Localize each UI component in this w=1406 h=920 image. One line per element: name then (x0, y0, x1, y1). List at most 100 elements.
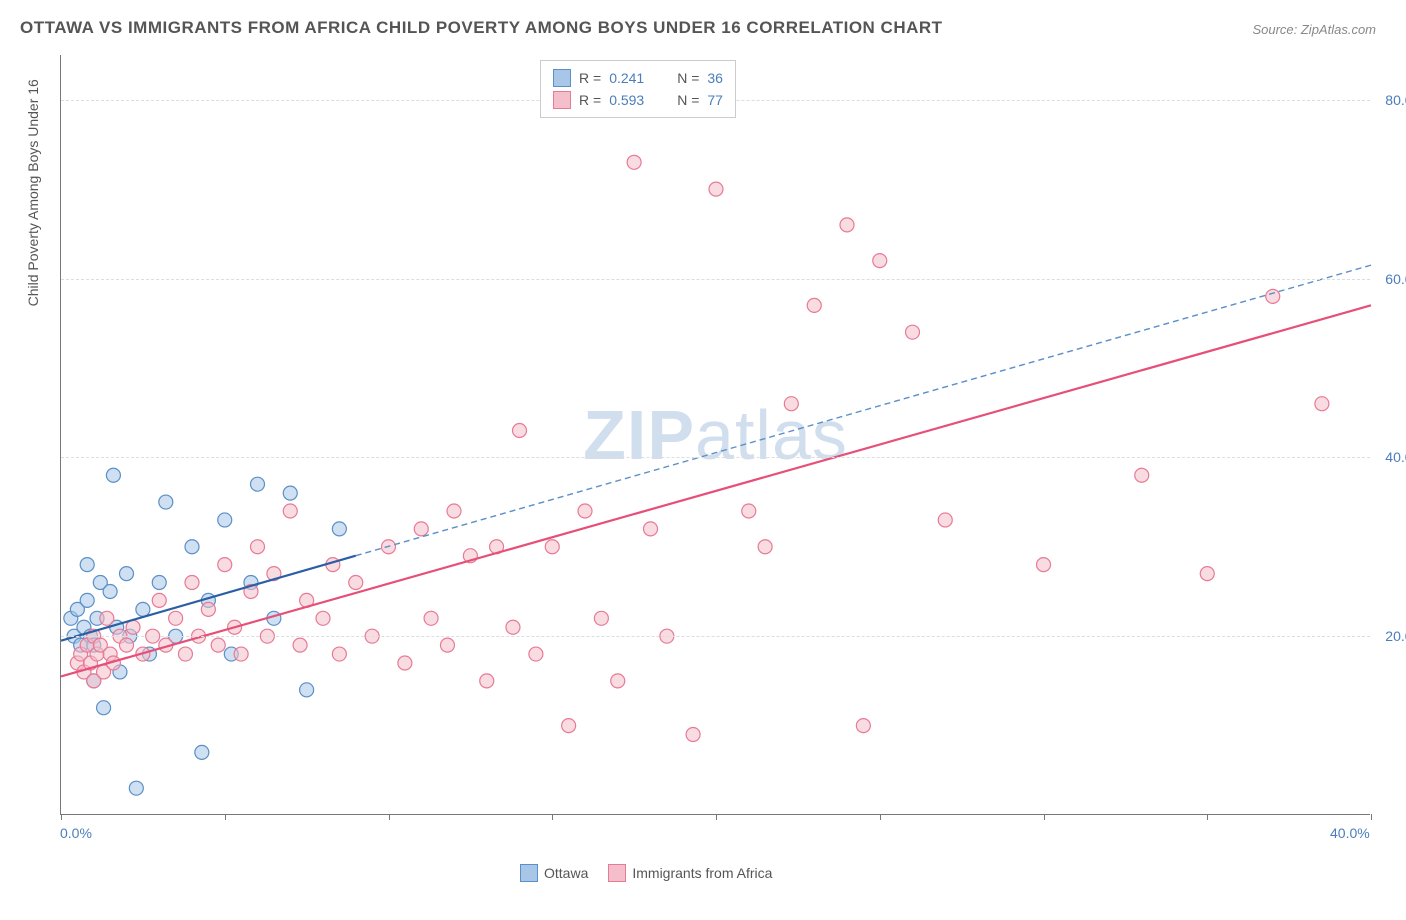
x-tick (716, 814, 717, 820)
legend-row: R = 0.593 N = 77 (553, 89, 723, 111)
data-point (506, 620, 520, 634)
data-point (594, 611, 608, 625)
data-point (578, 504, 592, 518)
legend-item: Immigrants from Africa (608, 864, 772, 882)
data-point (447, 504, 461, 518)
data-point (742, 504, 756, 518)
data-point (201, 602, 215, 616)
legend-row: R = 0.241 N = 36 (553, 67, 723, 89)
legend-r-value: 0.593 (609, 92, 659, 108)
legend-n-label: N = (677, 92, 699, 108)
data-point (185, 540, 199, 554)
data-point (120, 567, 134, 581)
data-point (1037, 558, 1051, 572)
data-point (686, 728, 700, 742)
data-point (440, 638, 454, 652)
data-point (424, 611, 438, 625)
data-point (97, 701, 111, 715)
data-point (106, 468, 120, 482)
data-point (300, 683, 314, 697)
source-attribution: Source: ZipAtlas.com (1252, 22, 1376, 37)
legend-swatch (520, 864, 538, 882)
data-point (840, 218, 854, 232)
legend-label: Ottawa (544, 865, 588, 881)
data-point (283, 504, 297, 518)
legend-r-label: R = (579, 70, 601, 86)
data-point (211, 638, 225, 652)
data-point (332, 647, 346, 661)
data-point (529, 647, 543, 661)
data-point (218, 558, 232, 572)
legend-n-value: 77 (707, 92, 723, 108)
data-point (349, 576, 363, 590)
data-point (758, 540, 772, 554)
legend-swatch (553, 91, 571, 109)
data-point (80, 593, 94, 607)
data-point (709, 182, 723, 196)
data-point (545, 540, 559, 554)
legend-r-value: 0.241 (609, 70, 659, 86)
data-point (644, 522, 658, 536)
data-point (316, 611, 330, 625)
data-point (627, 155, 641, 169)
data-point (152, 576, 166, 590)
data-point (1135, 468, 1149, 482)
data-point (873, 254, 887, 268)
y-tick-label: 60.0% (1385, 271, 1406, 287)
data-point (856, 719, 870, 733)
data-point (906, 325, 920, 339)
y-axis-label: Child Poverty Among Boys Under 16 (25, 79, 41, 306)
chart-plot-area: ZIPatlas 20.0%40.0%60.0%80.0% (60, 55, 1370, 815)
data-point (169, 611, 183, 625)
trend-line-dashed (356, 265, 1371, 556)
legend-r-label: R = (579, 92, 601, 108)
data-point (293, 638, 307, 652)
data-point (251, 477, 265, 491)
data-point (332, 522, 346, 536)
data-point (611, 674, 625, 688)
data-point (1266, 289, 1280, 303)
data-point (480, 674, 494, 688)
legend-swatch (608, 864, 626, 882)
data-point (136, 602, 150, 616)
data-point (178, 647, 192, 661)
data-point (159, 495, 173, 509)
data-point (1200, 567, 1214, 581)
data-point (80, 558, 94, 572)
x-tick (880, 814, 881, 820)
legend-n-value: 36 (707, 70, 723, 86)
data-point (100, 611, 114, 625)
data-point (234, 647, 248, 661)
legend-n-label: N = (677, 70, 699, 86)
data-point (784, 397, 798, 411)
data-point (251, 540, 265, 554)
legend-swatch (553, 69, 571, 87)
x-tick (61, 814, 62, 820)
y-tick-label: 80.0% (1385, 92, 1406, 108)
x-tick (389, 814, 390, 820)
legend-label: Immigrants from Africa (632, 865, 772, 881)
legend-item: Ottawa (520, 864, 588, 882)
y-tick-label: 40.0% (1385, 449, 1406, 465)
x-tick-label: 0.0% (60, 825, 92, 920)
data-point (938, 513, 952, 527)
data-point (562, 719, 576, 733)
data-point (807, 298, 821, 312)
x-tick (1371, 814, 1372, 820)
x-tick-label: 40.0% (1330, 825, 1370, 841)
data-point (129, 781, 143, 795)
data-point (218, 513, 232, 527)
gridline (61, 636, 1370, 637)
data-point (1315, 397, 1329, 411)
data-point (103, 584, 117, 598)
data-point (195, 745, 209, 759)
data-point (283, 486, 297, 500)
y-tick-label: 20.0% (1385, 628, 1406, 644)
x-tick (552, 814, 553, 820)
correlation-legend: R = 0.241 N = 36 R = 0.593 N = 77 (540, 60, 736, 118)
data-point (513, 424, 527, 438)
x-tick (225, 814, 226, 820)
scatter-svg (61, 55, 1370, 814)
data-point (120, 638, 134, 652)
chart-title: OTTAWA VS IMMIGRANTS FROM AFRICA CHILD P… (20, 18, 943, 38)
